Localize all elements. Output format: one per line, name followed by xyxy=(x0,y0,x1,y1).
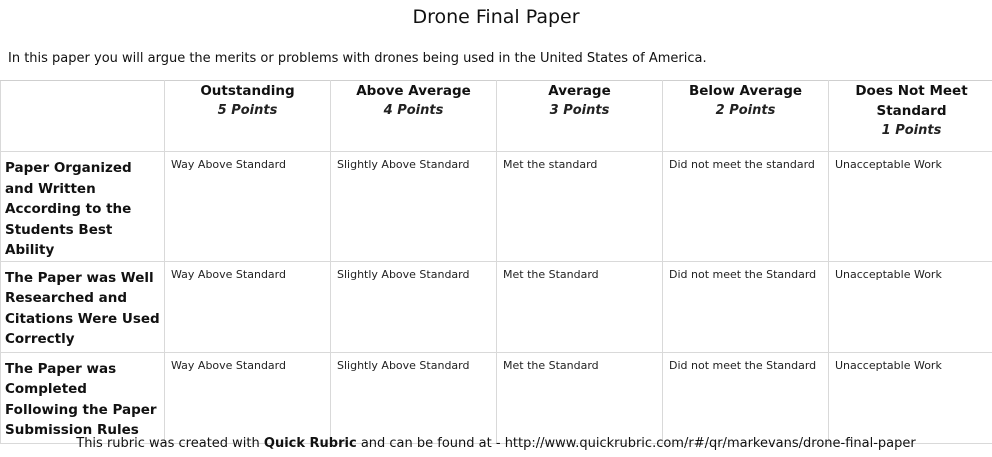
level-name: Outstanding xyxy=(165,81,330,101)
level-name: Does Not Meet Standard xyxy=(829,81,992,121)
criterion-cell: The Paper was Well Researched and Citati… xyxy=(1,261,165,352)
rubric-cell-text: Unacceptable Work xyxy=(829,262,992,282)
level-header-average: Average 3 Points xyxy=(497,81,663,152)
level-header-below-average: Below Average 2 Points xyxy=(663,81,829,152)
rubric-cell: Did not meet the Standard xyxy=(663,352,829,443)
table-row: The Paper was Completed Following the Pa… xyxy=(1,352,992,443)
criterion-cell: The Paper was Completed Following the Pa… xyxy=(1,352,165,443)
rubric-cell-text: Way Above Standard xyxy=(165,152,330,172)
rubric-cell-text: Way Above Standard xyxy=(165,262,330,282)
level-name: Average xyxy=(497,81,662,101)
rubric-cell: Did not meet the standard xyxy=(663,152,829,262)
level-header-outstanding: Outstanding 5 Points xyxy=(165,81,331,152)
rubric-cell: Unacceptable Work xyxy=(829,152,992,262)
intro-text: In this paper you will argue the merits … xyxy=(8,51,707,66)
rubric-cell-text: Unacceptable Work xyxy=(829,353,992,373)
rubric-cell-text: Did not meet the Standard xyxy=(663,353,828,373)
criterion-label: The Paper was Well Researched and Citati… xyxy=(1,262,164,350)
level-name: Below Average xyxy=(663,81,828,101)
rubric-cell: Slightly Above Standard xyxy=(331,152,497,262)
rubric-cell-text: Way Above Standard xyxy=(165,353,330,373)
rubric-cell: Met the Standard xyxy=(497,261,663,352)
rubric-cell: Slightly Above Standard xyxy=(331,261,497,352)
table-row: The Paper was Well Researched and Citati… xyxy=(1,261,992,352)
level-points: 3 Points xyxy=(497,101,662,121)
rubric-cell: Way Above Standard xyxy=(165,261,331,352)
footer-brand: Quick Rubric xyxy=(264,436,357,451)
page-title: Drone Final Paper xyxy=(0,6,992,28)
level-points: 1 Points xyxy=(829,121,992,141)
criterion-label: The Paper was Completed Following the Pa… xyxy=(1,353,164,441)
table-row: Paper Organized and Written According to… xyxy=(1,152,992,262)
rubric-cell-text: Unacceptable Work xyxy=(829,152,992,172)
level-points: 4 Points xyxy=(331,101,496,121)
rubric-cell-text: Slightly Above Standard xyxy=(331,152,496,172)
rubric-cell: Met the standard xyxy=(497,152,663,262)
criterion-cell: Paper Organized and Written According to… xyxy=(1,152,165,262)
level-name: Above Average xyxy=(331,81,496,101)
level-header-does-not-meet: Does Not Meet Standard 1 Points xyxy=(829,81,992,152)
footer-credit: This rubric was created with Quick Rubri… xyxy=(0,436,992,451)
footer-suffix: and can be found at - http://www.quickru… xyxy=(357,436,916,451)
rubric-cell: Unacceptable Work xyxy=(829,261,992,352)
header-row: Outstanding 5 Points Above Average 4 Poi… xyxy=(1,81,992,152)
rubric-cell-text: Met the Standard xyxy=(497,353,662,373)
rubric-cell: Met the Standard xyxy=(497,352,663,443)
level-points: 2 Points xyxy=(663,101,828,121)
rubric-cell-text: Slightly Above Standard xyxy=(331,262,496,282)
header-corner-cell xyxy=(1,81,165,152)
rubric-cell: Way Above Standard xyxy=(165,352,331,443)
rubric-cell: Did not meet the Standard xyxy=(663,261,829,352)
rubric-cell: Way Above Standard xyxy=(165,152,331,262)
criterion-label: Paper Organized and Written According to… xyxy=(1,152,164,261)
rubric-cell-text: Did not meet the Standard xyxy=(663,262,828,282)
rubric-cell: Slightly Above Standard xyxy=(331,352,497,443)
rubric-cell-text: Met the Standard xyxy=(497,262,662,282)
footer-prefix: This rubric was created with xyxy=(76,436,264,451)
rubric-table: Outstanding 5 Points Above Average 4 Poi… xyxy=(0,80,992,444)
rubric-cell-text: Did not meet the standard xyxy=(663,152,828,172)
rubric-cell: Unacceptable Work xyxy=(829,352,992,443)
rubric-cell-text: Slightly Above Standard xyxy=(331,353,496,373)
rubric-cell-text: Met the standard xyxy=(497,152,662,172)
level-header-above-average: Above Average 4 Points xyxy=(331,81,497,152)
level-points: 5 Points xyxy=(165,101,330,121)
